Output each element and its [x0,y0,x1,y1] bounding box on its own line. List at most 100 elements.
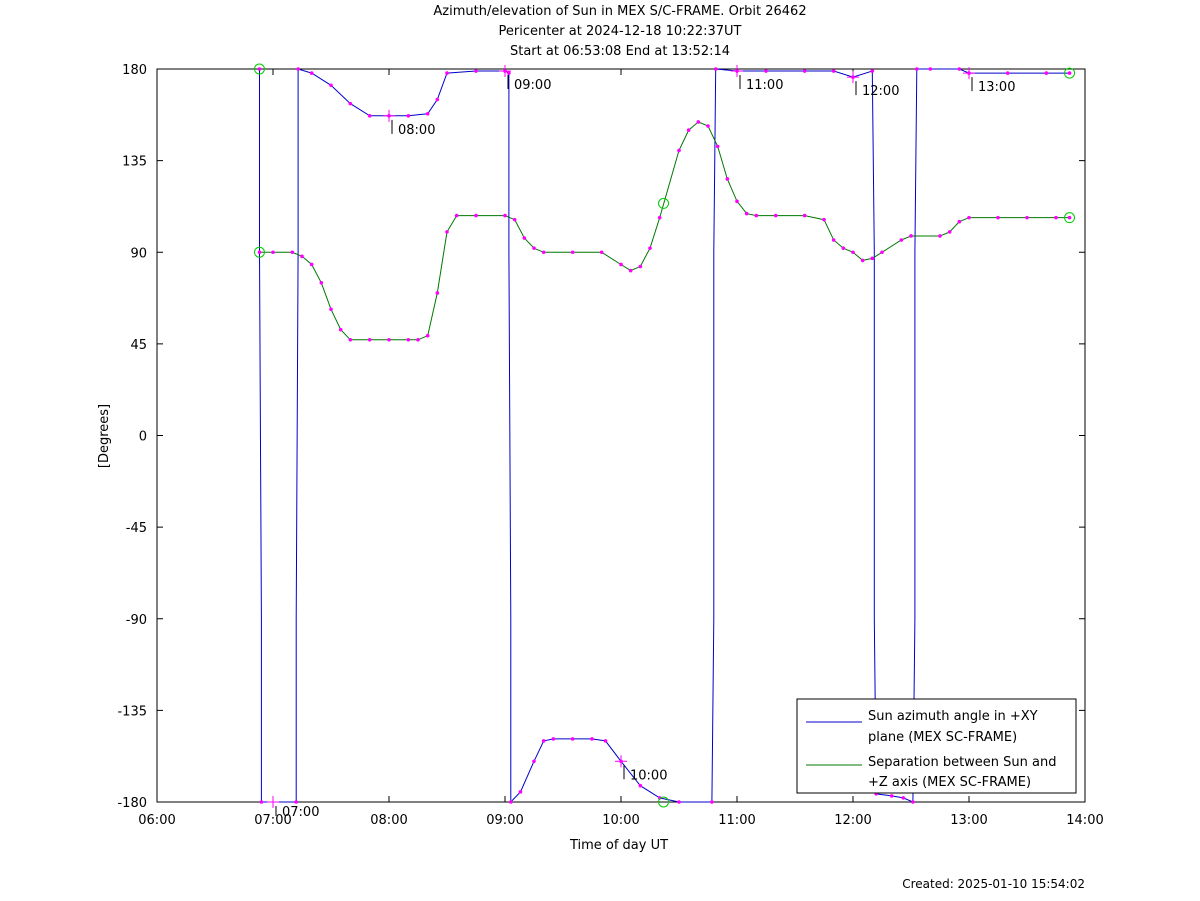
legend-label-separation-2: +Z axis (MEX SC-FRAME) [868,775,1031,790]
y-axis-label: [Degrees] [97,404,112,468]
sample-marker [271,250,275,255]
sample-marker [957,219,962,224]
sample-marker [725,177,730,181]
annotation-label: 07:00 [282,805,319,820]
sample-marker [870,256,875,261]
sample-marker [406,114,411,118]
sample-marker [259,800,264,804]
sample-marker [367,114,372,118]
sample-marker [425,111,430,116]
sample-marker [319,280,324,285]
x-tick-label: 09:00 [486,813,523,828]
sample-marker [300,254,304,259]
x-tick-label: 13:00 [950,813,987,828]
sample-marker [1067,71,1072,75]
endpoint-marker [658,197,670,209]
sample-marker [706,124,710,128]
sample-marker [870,69,875,73]
sample-marker [541,739,546,743]
y-tick-label: 180 [122,63,147,78]
chart-legend: Sun azimuth angle in +XY plane (MEX SC-F… [796,698,1077,794]
chart-title: Azimuth/elevation of Sun in MEX S/C-FRAM… [433,4,807,19]
annotation-label: 10:00 [630,768,667,783]
y-tick-label: -45 [126,521,147,536]
sample-marker [648,246,652,250]
sample-marker [996,215,1000,220]
sample-marker [1067,215,1072,220]
sample-marker [296,67,300,71]
sample-marker [257,67,262,71]
sample-marker [744,211,749,216]
sample-marker [901,796,906,800]
sample-marker [831,69,836,73]
sample-marker [899,238,904,242]
legend-box [796,698,1077,794]
sample-marker [454,213,459,218]
series-line-separation [259,121,1070,341]
sample-marker [831,238,836,242]
sample-marker [406,338,411,342]
sample-marker [802,213,807,218]
sample-marker [957,67,962,71]
y-tick-label: 45 [130,338,147,353]
sample-marker [619,262,623,267]
sample-marker [512,217,517,222]
y-tick-label: 0 [139,430,147,445]
y-tick-label: -90 [126,613,147,628]
series-line-azimuth [259,68,1070,804]
sample-marker [257,250,262,255]
sample-marker [503,213,507,218]
y-tick-label: -135 [117,704,147,719]
created-timestamp: Created: 2025-01-10 15:54:02 [902,877,1085,891]
sample-marker [445,71,449,75]
sample-marker [696,120,701,124]
sample-marker [677,800,681,804]
sample-marker [657,215,662,220]
sample-marker [1005,71,1010,75]
sample-marker [474,213,478,218]
sample-marker [638,264,643,269]
sample-marker [822,217,826,222]
sample-marker [551,737,556,741]
legend-label-azimuth-2: plane (MEX SC-FRAME) [868,730,1017,745]
sample-marker [570,737,575,741]
sample-marker [518,790,523,794]
sample-marker [713,67,718,71]
sample-marker [507,71,511,75]
sample-marker [294,800,299,804]
y-tick-label: -180 [117,796,147,811]
endpoint-marker [1064,212,1076,224]
annotation-label: 08:00 [398,123,435,138]
sample-marker [909,234,913,238]
annotation-label: 11:00 [746,78,783,93]
sample-marker [710,800,714,804]
sample-marker [348,101,353,106]
endpoint-marker [253,63,265,75]
sample-marker [880,250,884,255]
sample-marker [802,69,807,73]
sample-marker [532,246,536,250]
sample-marker [967,215,971,220]
sample-marker [290,250,295,255]
y-tick-label: 90 [130,246,147,261]
endpoint-marker [658,796,670,808]
sample-marker [329,83,333,88]
annotation-label: 12:00 [862,84,899,99]
sample-marker [715,144,720,149]
sample-marker [686,128,691,132]
sample-marker [628,268,633,273]
sample-marker [329,307,333,312]
sample-marker [590,737,594,741]
chart-subtitle-pericenter: Pericenter at 2024-12-18 10:22:37UT [498,24,742,39]
sample-marker [911,800,915,804]
sample-marker [773,213,778,218]
x-tick-label: 08:00 [370,813,407,828]
sample-marker [309,71,314,75]
sample-marker [541,250,546,255]
sample-marker [309,262,314,267]
annotation-label: 13:00 [978,80,1015,95]
sample-marker [1054,215,1058,220]
sample-marker [416,338,420,342]
sample-marker [657,796,662,800]
